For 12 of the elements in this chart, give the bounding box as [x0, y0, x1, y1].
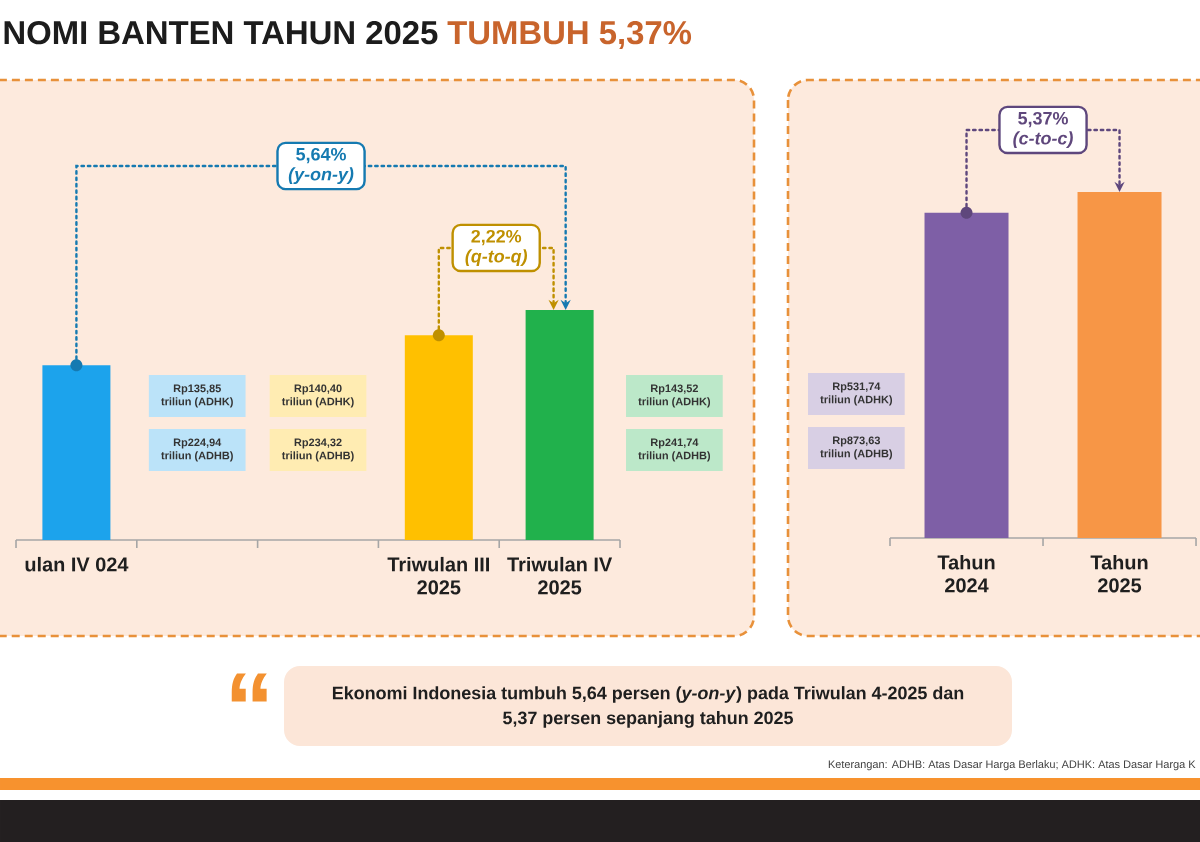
- x-tick-label: Tahun 2024: [937, 554, 995, 593]
- text: 5,64% (y-on-y): [288, 147, 354, 185]
- x-tick-label: ulan IV 024: [25, 556, 129, 572]
- text: “: [231, 673, 267, 702]
- x-tick-label: Triwulan IV 2025: [507, 556, 613, 595]
- text: 2,22% (q-to-q): [465, 229, 528, 267]
- text: 5,37% (c-to-c): [1013, 111, 1073, 149]
- text: Ekonomi Indonesia tumbuh 5,64 persen (y-on-y) pada Triwulan 4-2025 dan 5,37 persen sepanjang tahun 2025: [332, 686, 964, 728]
- chart-subtitle: TUMBUH 5,37%: [447, 21, 692, 50]
- x-tick-label: Tahun 2025: [1090, 554, 1148, 593]
- x-tick-label: Triwulan III 2025: [387, 556, 489, 595]
- chart-title: NOMI BANTEN TAHUN 2025: [4, 21, 438, 45]
